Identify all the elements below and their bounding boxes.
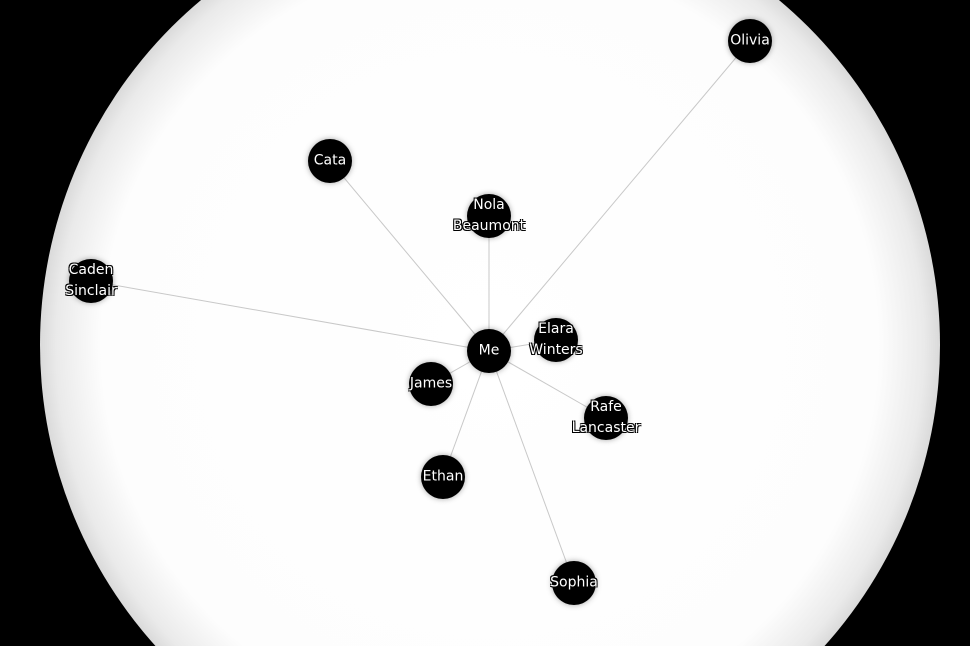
node[interactable] — [584, 396, 628, 440]
node[interactable] — [467, 329, 511, 373]
background-disc — [40, 0, 940, 646]
node[interactable] — [467, 194, 511, 238]
edge — [90, 280, 490, 352]
node[interactable] — [534, 318, 578, 362]
node[interactable] — [552, 561, 596, 605]
node[interactable] — [69, 259, 113, 303]
edge — [488, 350, 575, 584]
edge — [488, 40, 751, 352]
node[interactable] — [409, 362, 453, 406]
node[interactable] — [728, 19, 772, 63]
node[interactable] — [308, 139, 352, 183]
edge — [329, 160, 490, 352]
node[interactable] — [421, 455, 465, 499]
